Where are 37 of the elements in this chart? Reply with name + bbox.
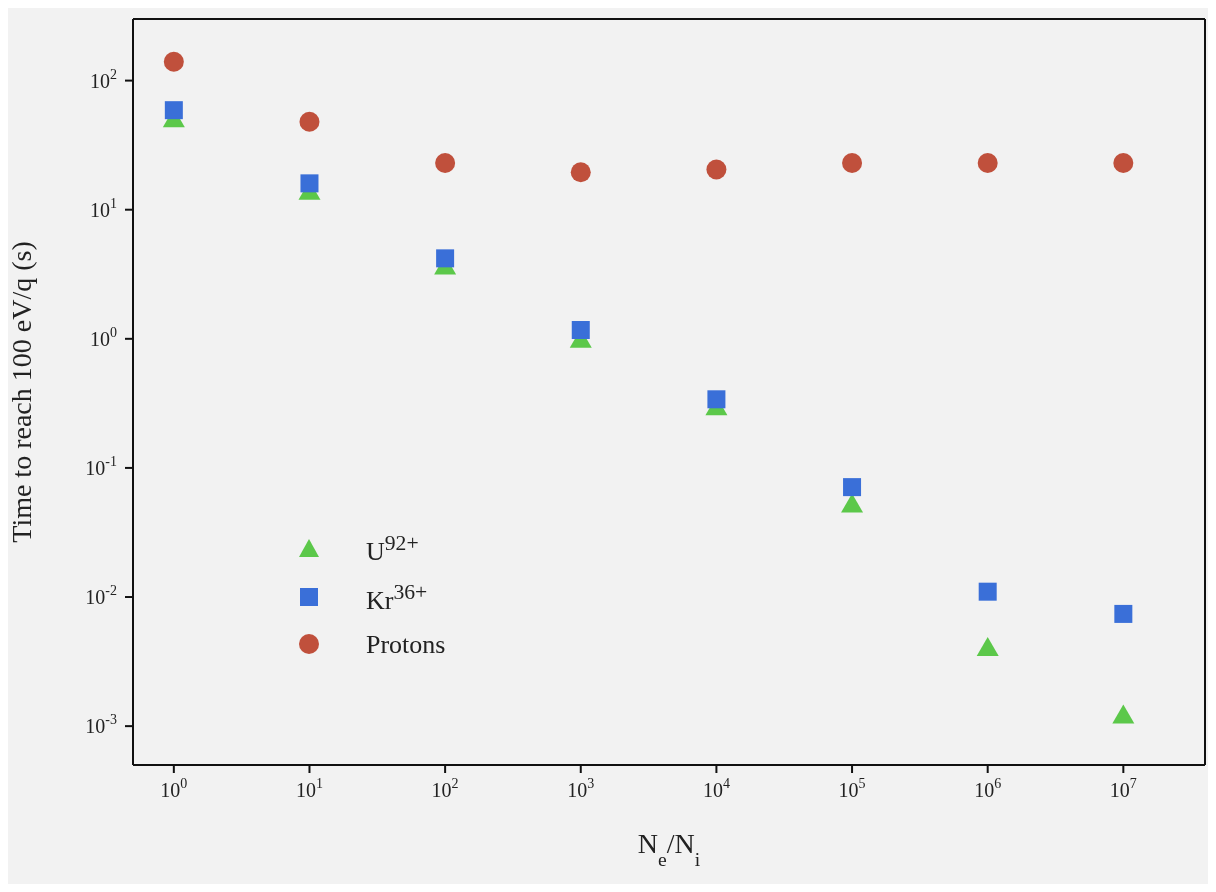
- x-tick-label: 10$^{7}$: [1109, 776, 1137, 801]
- point: [841, 493, 864, 513]
- point: [435, 153, 456, 174]
- x-tick-label: 10$^{4}$: [702, 776, 730, 801]
- point: [843, 478, 862, 497]
- point: [164, 101, 183, 120]
- point: [1113, 153, 1134, 174]
- point: [706, 159, 727, 180]
- point: [1114, 604, 1133, 623]
- x-tick-label: 10$^{5}$: [838, 776, 866, 801]
- y-tick-label: 10$^{-2}$: [85, 583, 117, 609]
- point: [976, 637, 999, 657]
- point: [977, 153, 998, 174]
- y-tick-label: 10$^{1}$: [90, 195, 117, 221]
- point: [978, 582, 997, 601]
- point: [163, 51, 184, 72]
- legend-label: Kr$^{36+}$: [366, 580, 428, 616]
- point: [842, 153, 863, 174]
- x-tick-label: 10$^{2}$: [431, 776, 459, 801]
- legend-label: Protons: [366, 630, 446, 660]
- y-tick-label: 10$^{2}$: [90, 66, 117, 92]
- x-tick-label: 10$^{3}$: [567, 776, 595, 801]
- y-axis-title: Time to reach 100 eV/q (s): [6, 241, 37, 543]
- y-tick-label: 10$^{-1}$: [85, 453, 117, 479]
- y-tick-label: 10$^{0}$: [90, 324, 117, 350]
- point: [1112, 704, 1135, 724]
- point: [571, 321, 590, 340]
- point: [300, 174, 319, 193]
- x-tick-label: 10$^{1}$: [295, 776, 323, 801]
- point: [707, 390, 726, 409]
- legend-label: U$^{92+}$: [366, 530, 419, 567]
- point: [299, 111, 320, 132]
- x-tick-label: 10$^{0}$: [160, 776, 188, 801]
- x-tick-label: 10$^{6}$: [974, 776, 1002, 801]
- y-tick-label: 10$^{-3}$: [85, 712, 117, 738]
- point: [570, 162, 591, 183]
- point: [436, 249, 455, 268]
